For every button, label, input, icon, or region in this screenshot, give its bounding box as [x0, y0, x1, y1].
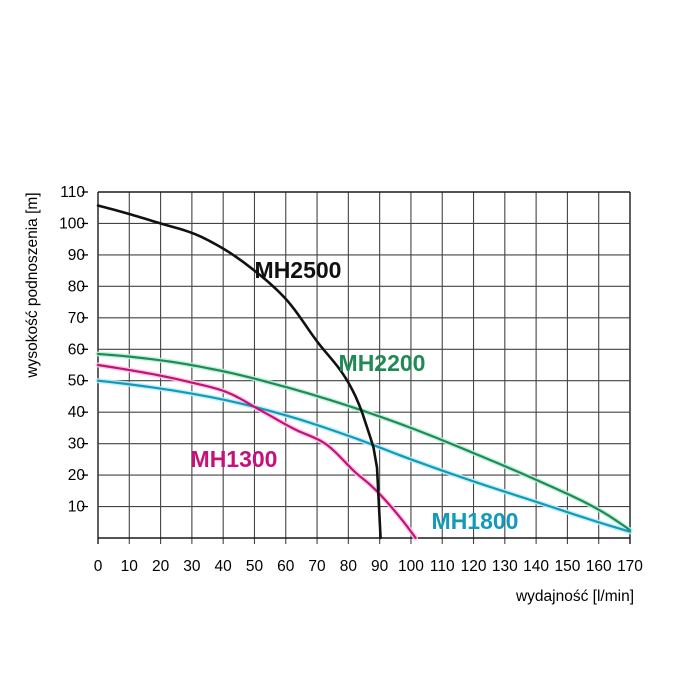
svg-text:10: 10 — [121, 558, 139, 575]
svg-text:170: 170 — [617, 558, 643, 575]
svg-text:20: 20 — [152, 558, 170, 575]
svg-text:0: 0 — [94, 558, 103, 575]
svg-text:90: 90 — [68, 247, 86, 264]
svg-text:110: 110 — [60, 184, 85, 201]
svg-text:MH2200: MH2200 — [339, 350, 426, 376]
svg-text:10: 10 — [68, 499, 86, 516]
svg-text:wysokość podnoszenia [m]: wysokość podnoszenia [m] — [24, 192, 41, 378]
svg-text:wydajność [l/min]: wydajność [l/min] — [515, 588, 634, 605]
svg-text:70: 70 — [308, 558, 326, 575]
svg-text:90: 90 — [371, 558, 389, 575]
svg-text:50: 50 — [68, 373, 86, 390]
svg-text:70: 70 — [68, 310, 86, 327]
svg-text:130: 130 — [492, 558, 518, 575]
svg-text:40: 40 — [215, 558, 233, 575]
svg-text:100: 100 — [59, 215, 85, 232]
svg-text:80: 80 — [340, 558, 358, 575]
svg-text:50: 50 — [246, 558, 264, 575]
svg-text:80: 80 — [68, 278, 86, 295]
svg-text:30: 30 — [68, 436, 86, 453]
svg-text:140: 140 — [523, 558, 549, 575]
svg-text:40: 40 — [68, 404, 86, 421]
svg-text:100: 100 — [398, 558, 424, 575]
svg-text:110: 110 — [430, 558, 455, 575]
svg-text:MH2500: MH2500 — [255, 257, 342, 283]
svg-text:20: 20 — [68, 467, 86, 484]
svg-text:150: 150 — [554, 558, 580, 575]
svg-text:160: 160 — [586, 558, 612, 575]
svg-text:120: 120 — [461, 558, 487, 575]
svg-text:60: 60 — [277, 558, 295, 575]
svg-text:MH1300: MH1300 — [191, 446, 278, 472]
svg-text:60: 60 — [68, 341, 86, 358]
svg-text:30: 30 — [183, 558, 201, 575]
svg-text:MH1800: MH1800 — [432, 508, 519, 534]
